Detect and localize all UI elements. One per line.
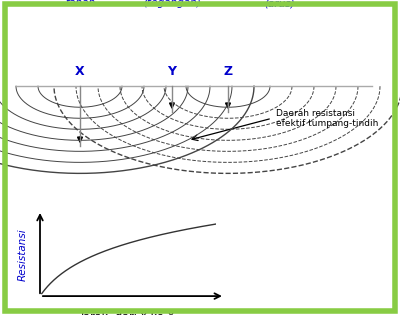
Text: Jarak  dari Y ke X: Jarak dari Y ke X [81, 312, 175, 315]
Text: Daerah resistansi
efektif tumpang-tindih: Daerah resistansi efektif tumpang-tindih [276, 109, 378, 128]
Text: Z: Z [224, 65, 232, 78]
Text: Elektroda
bantu
(arus): Elektroda bantu (arus) [255, 0, 305, 8]
Text: X: X [75, 65, 85, 78]
Text: Elektroda
bantu
(tegangan): Elektroda bantu (tegangan) [143, 0, 201, 8]
Text: Resistansi: Resistansi [18, 229, 27, 282]
Text: Elektroda
tanah: Elektroda tanah [55, 0, 105, 8]
Text: Y: Y [168, 65, 176, 78]
